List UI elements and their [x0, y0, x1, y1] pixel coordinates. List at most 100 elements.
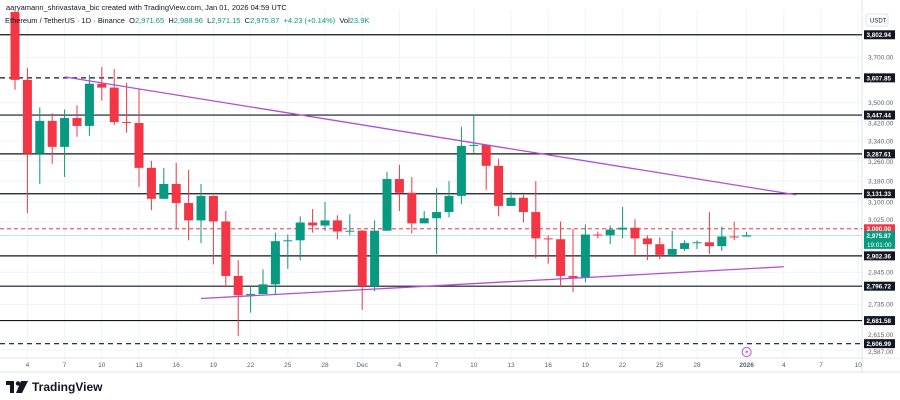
level-price-label: 2,796.72 [867, 284, 892, 291]
candle-body [655, 244, 665, 255]
tradingview-logo[interactable]: TradingView [6, 380, 102, 394]
volume-label: Vol [339, 16, 350, 25]
price-tick-label: 3,340.00 [868, 138, 894, 145]
alert-price-label-box [864, 224, 895, 234]
level-price-label-box [864, 149, 895, 159]
candle [171, 162, 181, 229]
candle-body [506, 197, 516, 206]
candle [717, 226, 727, 251]
time-tick-label: 22 [619, 362, 627, 369]
price-tick-label: 3,180.00 [868, 178, 894, 185]
time-tick-label: 7 [819, 362, 823, 369]
candle [345, 214, 355, 236]
candle-body [295, 222, 305, 241]
candle-body [221, 221, 231, 276]
level-price-label: 3,131.33 [867, 191, 892, 198]
candle [407, 177, 417, 234]
candle-body [630, 227, 640, 239]
candle-body [531, 212, 541, 239]
candle-body [704, 242, 714, 247]
candle [97, 67, 107, 101]
time-tick-label: 25 [284, 362, 292, 369]
close-value: 2,975.87 [250, 16, 280, 25]
candle-body [171, 183, 181, 204]
candle [432, 187, 442, 254]
candle [630, 219, 640, 255]
candle [159, 167, 169, 199]
candle-body [109, 87, 119, 123]
candle-body [320, 220, 330, 226]
candle [332, 215, 342, 240]
symbol-name[interactable]: Ethereum / TetherUS · 1D · Binance [5, 16, 125, 25]
candle-body [345, 230, 355, 232]
level-price-label: 2,902.36 [867, 253, 892, 260]
candle-body [642, 238, 652, 245]
candle [196, 183, 206, 244]
price-tick-label: 3,260.00 [868, 159, 894, 166]
candle [729, 221, 739, 241]
level-price-label-box [864, 281, 895, 291]
candle-body [494, 165, 504, 206]
time-tick-label: 10 [470, 362, 478, 369]
candle [667, 230, 677, 258]
candle [233, 260, 243, 337]
time-tick-label: 16 [545, 362, 553, 369]
candle [704, 212, 714, 254]
time-tick-label: 19 [210, 362, 218, 369]
price-tick-label: 3,100.00 [868, 199, 894, 206]
candle-body [332, 220, 342, 232]
candle-body [556, 239, 566, 276]
time-tick-label: 28 [693, 362, 701, 369]
candle-body [518, 197, 528, 213]
level-price-label: 3,447.44 [867, 112, 892, 119]
time-tick-label: 19 [582, 362, 590, 369]
candle-body [580, 234, 590, 278]
candle-body [84, 83, 94, 126]
candle-body [357, 230, 367, 287]
candle [618, 206, 628, 239]
tradingview-logo-icon [6, 381, 28, 393]
level-price-label: 2,681.58 [867, 318, 892, 325]
candle-body [308, 222, 318, 226]
candle [382, 171, 392, 231]
candle-body [184, 203, 194, 221]
open-value: 2,971.65 [134, 16, 165, 25]
level-price-label-box [864, 316, 895, 326]
candle [506, 191, 516, 206]
time-tick-label: 4 [398, 362, 402, 369]
candle-body [717, 236, 727, 247]
candle-body [10, 12, 20, 80]
symbol-legend: Ethereum / TetherUS · 1D · Binance O2,97… [5, 16, 369, 25]
candle [208, 195, 218, 265]
candle-body [22, 79, 32, 154]
time-tick-label: 7 [435, 362, 439, 369]
candle [419, 210, 429, 224]
candle-body [407, 192, 417, 224]
currency-label: USDT [870, 19, 887, 25]
close-label: C [244, 16, 251, 25]
candle [246, 286, 256, 313]
bar-countdown-label: 19:01:00 [867, 242, 892, 249]
chart-credit: aaryamann_shrivastava_bic created with T… [6, 3, 287, 12]
price-tick-label: 2,845.00 [868, 269, 894, 276]
candle [270, 232, 280, 296]
candle-body [35, 120, 45, 154]
lightning-bolt-glyph [745, 348, 749, 356]
change-value: +4.23 (+0.14%) [283, 16, 336, 25]
candle [370, 220, 380, 292]
candle-body [246, 294, 256, 296]
trendline [64, 76, 797, 196]
price-tick-label: 3,500.00 [868, 100, 894, 107]
time-tick-label: 25 [656, 362, 664, 369]
time-tick-label: 16 [173, 362, 181, 369]
open-label: O [129, 16, 135, 25]
candle [593, 231, 603, 239]
candle-body [258, 284, 268, 295]
candle [109, 69, 119, 125]
high-value: 2,988.96 [173, 16, 203, 25]
candle-body [196, 195, 206, 221]
candle-body [456, 145, 466, 196]
candle-body [667, 248, 677, 255]
candle-body [233, 275, 243, 296]
